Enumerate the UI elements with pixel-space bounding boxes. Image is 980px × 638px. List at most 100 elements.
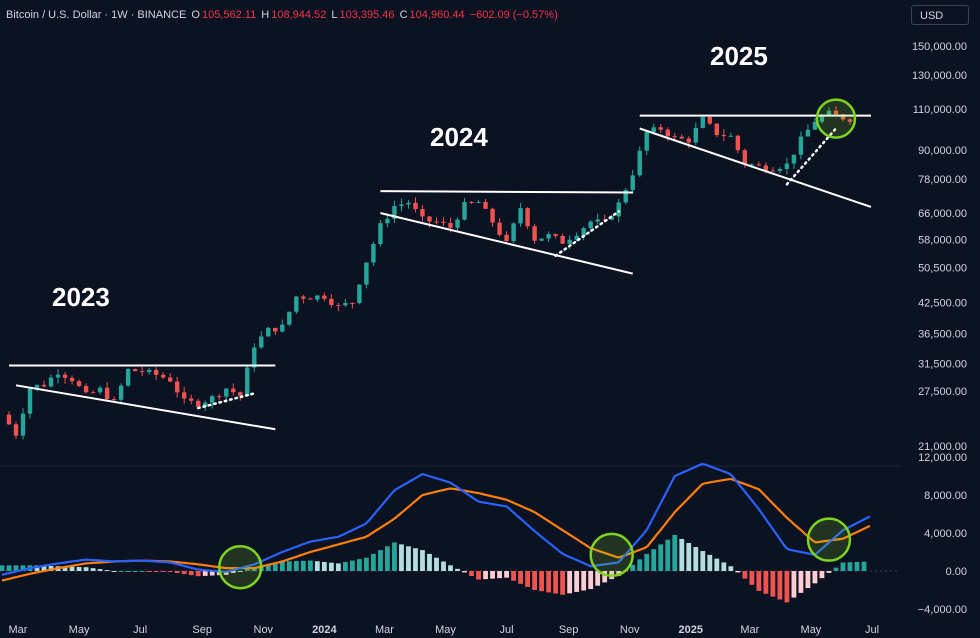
candle-body xyxy=(13,424,19,436)
candle-body xyxy=(588,221,593,229)
year-annotation-2024: 2024 xyxy=(430,122,488,152)
candle-body xyxy=(644,131,649,151)
histogram-bar xyxy=(791,571,797,598)
candle-body xyxy=(651,127,656,132)
candle-body xyxy=(322,295,327,299)
histogram-bar xyxy=(462,571,467,573)
histogram-bar xyxy=(293,561,299,571)
macd-line xyxy=(1,462,871,576)
time-tick-label: Sep xyxy=(559,624,579,636)
candle-body xyxy=(104,387,110,400)
candle-body xyxy=(364,262,369,285)
candle-body xyxy=(245,367,250,396)
low-value: 103,395.46 xyxy=(339,9,395,21)
candle-body xyxy=(315,295,320,300)
histogram-bar xyxy=(125,571,131,572)
breakout-circle xyxy=(815,98,857,139)
candle-body xyxy=(819,116,825,122)
histogram-bar xyxy=(560,571,566,595)
price-tick-label: 130,000.00 xyxy=(912,70,967,82)
histogram-bar xyxy=(840,562,846,571)
histogram-bar xyxy=(546,571,552,593)
candle-body xyxy=(546,234,551,239)
histogram-bar xyxy=(581,571,587,591)
histogram-bar xyxy=(616,571,622,576)
candle-body xyxy=(308,298,313,300)
histogram-bar xyxy=(532,571,538,590)
indicator-tick-label: 4,000.00 xyxy=(924,528,967,540)
indicator-tick-label: −4,000.00 xyxy=(918,604,967,616)
indicator-tick-label: 12,000.00 xyxy=(918,452,967,464)
histogram-bar xyxy=(483,571,488,580)
candle-body xyxy=(329,298,334,305)
candle-body xyxy=(139,371,145,373)
histogram-bar xyxy=(434,557,439,571)
histogram-bar xyxy=(665,539,671,571)
trendline-support-2024 xyxy=(380,212,633,275)
histogram-bar xyxy=(749,571,755,585)
histogram-bar xyxy=(349,560,355,571)
histogram-bar xyxy=(286,561,292,571)
candle-body xyxy=(34,384,40,389)
candle-body xyxy=(791,154,797,164)
candle-body xyxy=(504,234,509,242)
histogram-bar xyxy=(392,542,397,571)
histogram-bar xyxy=(153,571,159,572)
histogram-bar xyxy=(104,570,110,572)
histogram-bar xyxy=(83,567,89,571)
currency-button[interactable]: USD xyxy=(911,5,969,25)
candle-body xyxy=(749,164,755,166)
candle-body xyxy=(581,228,586,236)
histogram-bar xyxy=(770,571,776,597)
histogram-bar xyxy=(76,566,82,571)
candle-body xyxy=(118,385,124,400)
histogram-bar xyxy=(413,548,418,571)
dotted-support xyxy=(196,392,256,410)
histogram-bar xyxy=(672,534,678,571)
histogram-bar xyxy=(455,568,460,571)
histogram-bar xyxy=(307,560,313,571)
histogram-bar xyxy=(630,564,636,571)
price-tick-label: 66,000.00 xyxy=(918,208,967,220)
candle-body xyxy=(707,116,713,124)
histogram-bar xyxy=(378,550,383,571)
histogram-bar xyxy=(574,571,580,592)
histogram-bar xyxy=(602,571,608,583)
time-tick-label: May xyxy=(435,624,456,636)
histogram-bar xyxy=(525,571,530,587)
candle-body xyxy=(812,121,818,130)
high-label: H xyxy=(261,9,270,21)
candle-body xyxy=(532,226,537,241)
histogram-bar xyxy=(364,557,369,571)
histogram-bar xyxy=(756,571,762,591)
histogram-bar xyxy=(735,571,741,573)
histogram-bar xyxy=(728,566,734,571)
histogram-bar xyxy=(20,565,26,571)
time-tick-label: Sep xyxy=(192,624,212,636)
candle-body xyxy=(217,396,222,398)
histogram-bar xyxy=(448,565,453,571)
candle-body xyxy=(69,377,75,382)
candle-body xyxy=(427,216,432,222)
histogram-bar xyxy=(805,571,811,589)
candle-body xyxy=(146,369,152,373)
histogram-bar xyxy=(553,571,559,594)
candle-body xyxy=(672,136,677,138)
dotted-support xyxy=(785,127,838,186)
candle-body xyxy=(511,223,516,242)
candle-body xyxy=(742,150,748,165)
candle-body xyxy=(539,238,544,241)
open-label: O xyxy=(191,9,200,21)
candle-body xyxy=(371,244,376,263)
candle-body xyxy=(252,347,257,368)
price-tick-label: 58,000.00 xyxy=(918,234,967,246)
time-tick-label: Mar xyxy=(740,624,759,636)
candle-body xyxy=(181,392,187,399)
histogram-bar xyxy=(707,554,713,571)
candle-body xyxy=(399,204,404,207)
candle-body xyxy=(420,209,425,217)
histogram-bar xyxy=(6,565,12,571)
price-tick-label: 150,000.00 xyxy=(912,41,967,53)
trendline-resistance-2024 xyxy=(380,190,633,194)
